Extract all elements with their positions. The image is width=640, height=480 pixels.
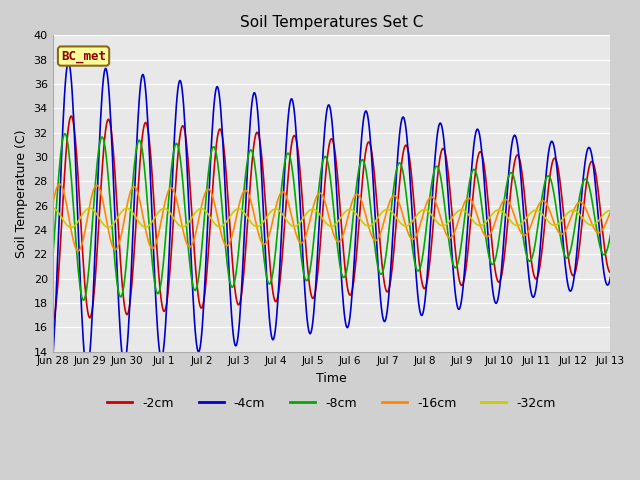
Title: Soil Temperatures Set C: Soil Temperatures Set C: [240, 15, 423, 30]
Y-axis label: Soil Temperature (C): Soil Temperature (C): [15, 129, 28, 258]
Legend: -2cm, -4cm, -8cm, -16cm, -32cm: -2cm, -4cm, -8cm, -16cm, -32cm: [102, 392, 561, 415]
Text: BC_met: BC_met: [61, 49, 106, 62]
X-axis label: Time: Time: [316, 372, 347, 385]
